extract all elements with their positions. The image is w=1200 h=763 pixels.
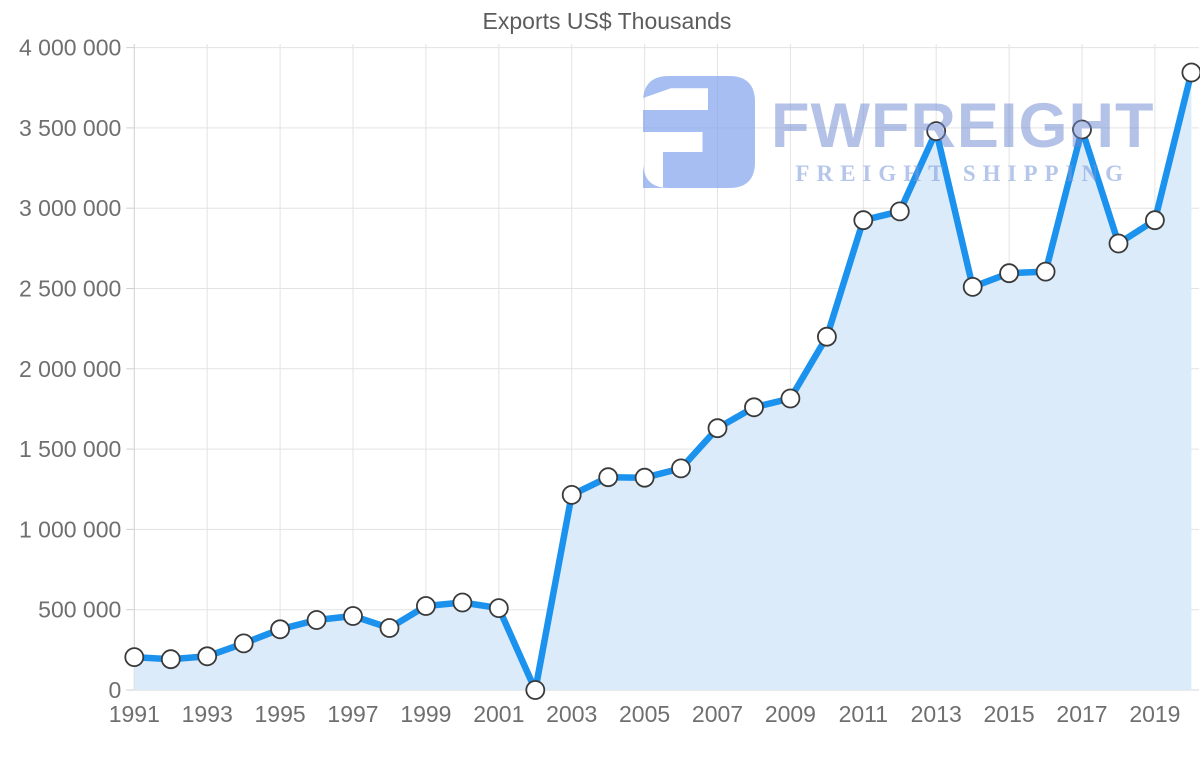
x-axis-label: 1991 (109, 701, 160, 727)
data-point-marker (415, 596, 436, 616)
data-point-marker (634, 467, 655, 488)
y-axis-label: 1 500 000 (19, 436, 121, 462)
y-axis-label: 2 500 000 (19, 276, 121, 302)
data-point-marker (343, 606, 363, 626)
x-axis-label: 2013 (911, 701, 962, 727)
data-point-marker (1181, 62, 1200, 83)
data-point-marker (1108, 233, 1129, 254)
data-point-marker (598, 467, 619, 488)
data-point-marker (889, 201, 910, 222)
data-point-marker (124, 647, 145, 667)
data-point-marker (853, 210, 874, 231)
data-point-marker (962, 276, 983, 297)
data-point-marker (926, 121, 947, 142)
x-axis-label: 2015 (984, 701, 1035, 727)
x-axis-label: 2007 (692, 701, 743, 727)
x-axis-label: 1995 (255, 701, 306, 727)
data-point-marker (270, 619, 291, 640)
series-area-fill (134, 72, 1192, 690)
y-axis-label: 2 000 000 (19, 356, 121, 382)
data-point-marker (707, 418, 728, 439)
y-axis-label: 1 000 000 (19, 516, 121, 542)
y-axis-label: 4 000 000 (19, 35, 121, 61)
data-point-marker (379, 618, 400, 638)
data-point-marker (525, 680, 546, 700)
x-axis-label: 2019 (1129, 701, 1180, 727)
y-axis-label: 3 000 000 (19, 195, 121, 221)
data-point-marker (1035, 261, 1056, 282)
data-point-marker (780, 388, 801, 409)
data-point-marker (671, 458, 691, 479)
data-point-marker (561, 484, 582, 505)
data-point-marker (160, 649, 181, 670)
x-axis-label: 2017 (1056, 701, 1107, 727)
y-axis-label: 0 (109, 677, 122, 703)
x-axis-label: 1993 (182, 701, 233, 727)
x-axis-label: 2011 (839, 701, 888, 727)
x-axis-label: 2001 (473, 701, 524, 727)
data-point-marker (1145, 210, 1165, 231)
y-axis-label: 3 500 000 (19, 115, 121, 141)
chart-title: Exports US$ Thousands (482, 8, 732, 34)
data-point-marker (452, 592, 473, 613)
x-axis-label: 1999 (400, 701, 451, 727)
x-axis-label: 2003 (546, 701, 597, 727)
y-axis-label: 500 000 (38, 597, 121, 623)
x-axis-label: 2009 (765, 701, 816, 727)
data-point-marker (306, 610, 327, 630)
data-point-marker (197, 646, 218, 667)
data-point-marker (999, 263, 1019, 284)
data-point-marker (744, 397, 764, 418)
x-axis-label: 2005 (619, 701, 670, 727)
data-point-marker (817, 326, 837, 347)
data-point-marker (233, 633, 254, 654)
data-point-marker (1072, 119, 1092, 140)
x-axis-label: 1997 (327, 701, 378, 727)
data-point-marker (488, 598, 509, 618)
